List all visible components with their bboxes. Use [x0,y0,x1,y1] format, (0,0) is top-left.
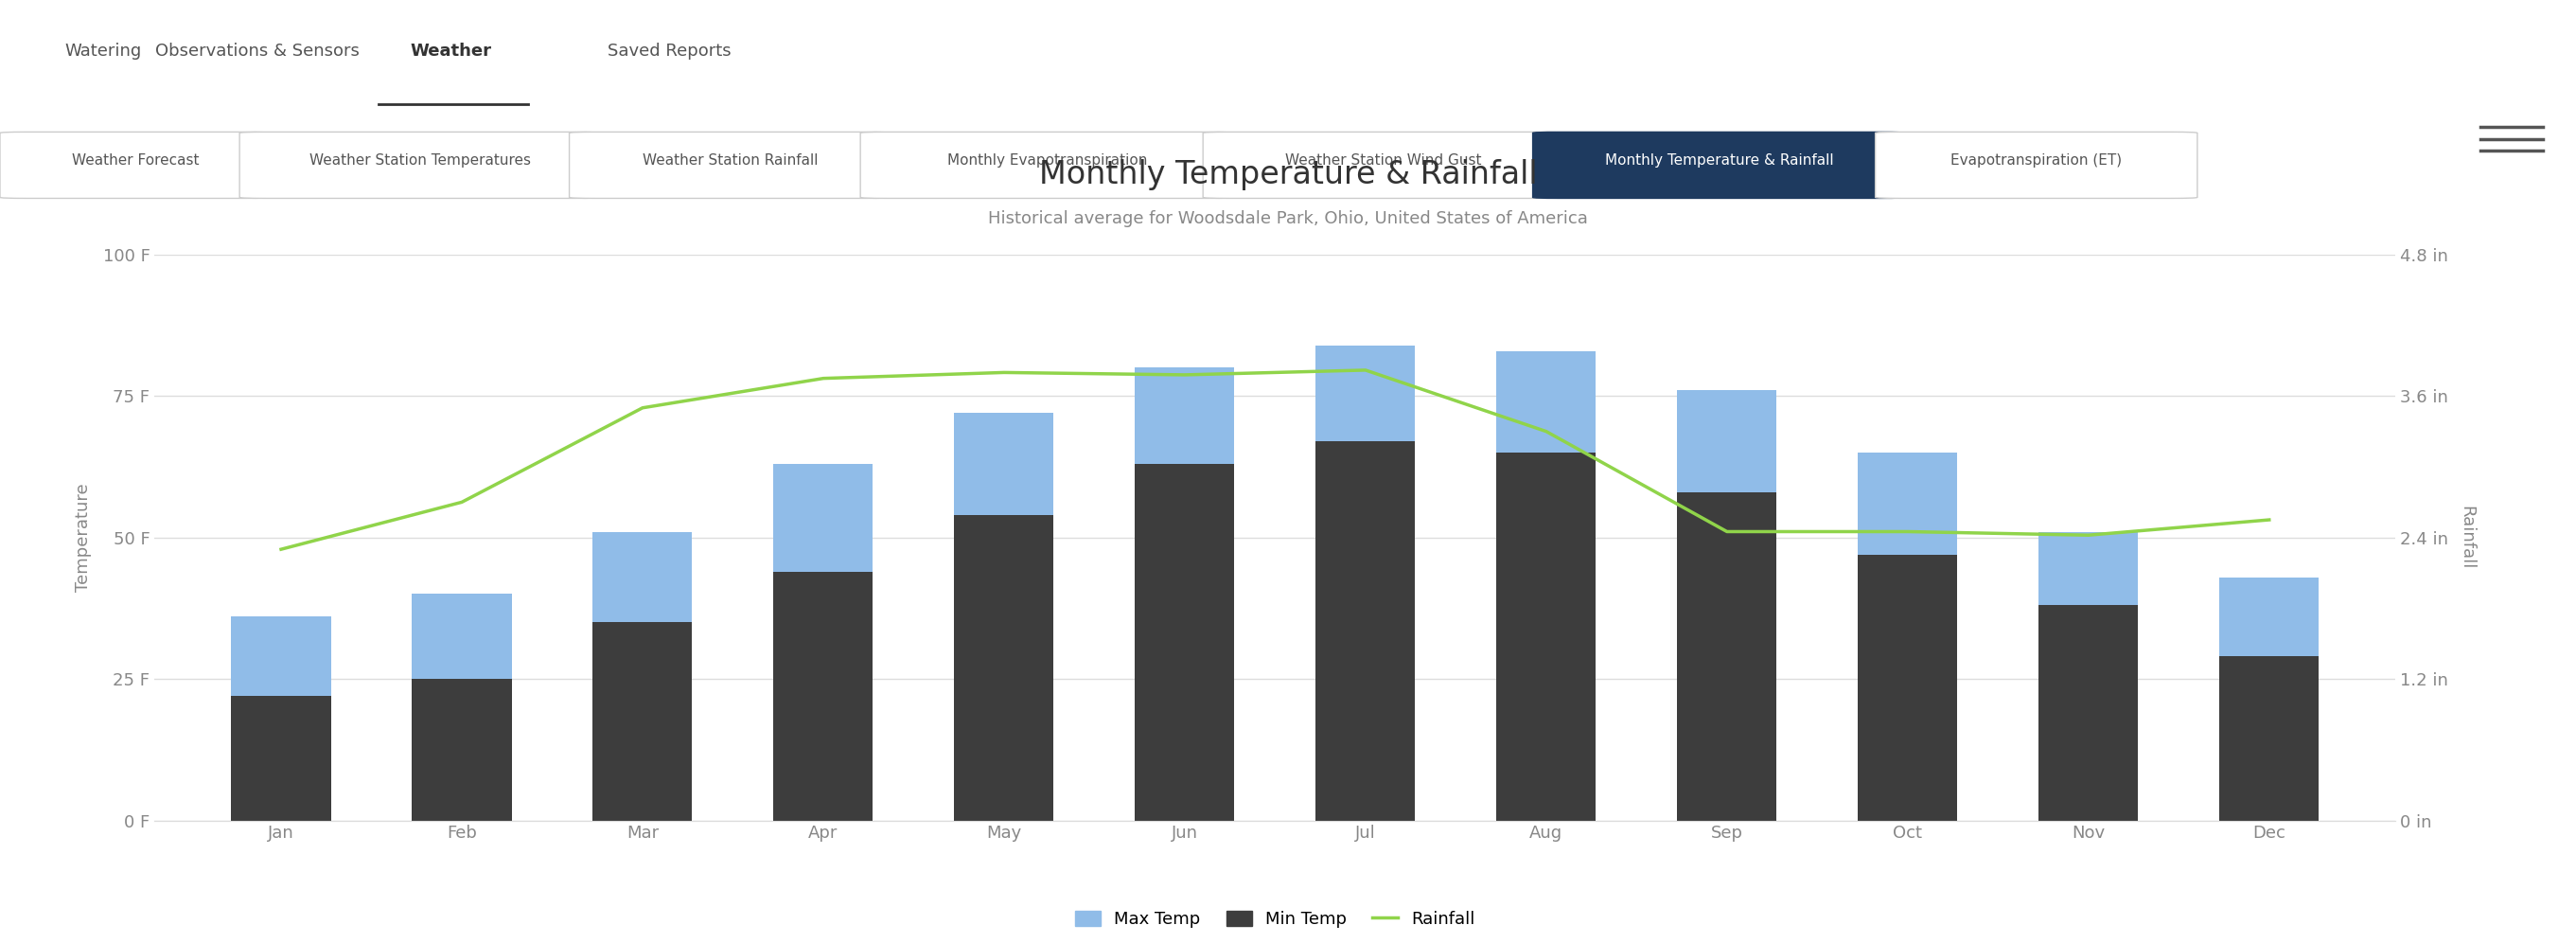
Text: Weather Station Temperatures: Weather Station Temperatures [309,154,531,168]
Bar [773,571,873,820]
Bar [1857,554,1958,820]
Bar [232,617,330,696]
Bar [1677,492,1777,820]
Bar [1316,345,1414,441]
Bar [2038,605,2138,820]
Text: Weather Station Rainfall: Weather Station Rainfall [641,154,819,168]
Text: Weather: Weather [410,42,492,59]
FancyBboxPatch shape [1533,132,1906,198]
Bar [412,679,513,820]
Y-axis label: Rainfall: Rainfall [2458,505,2476,570]
Legend: Max Temp, Min Temp, Rainfall: Max Temp, Min Temp, Rainfall [1066,902,1484,936]
Bar [1136,464,1234,820]
Bar [2038,532,2138,605]
Text: Monthly Temperature & Rainfall: Monthly Temperature & Rainfall [1605,154,1834,168]
Text: Observations & Sensors: Observations & Sensors [155,42,361,59]
Bar [2221,656,2318,820]
Bar [953,413,1054,515]
Bar [232,696,330,820]
FancyBboxPatch shape [860,132,1234,198]
Text: Monthly Evapotranspiration: Monthly Evapotranspiration [948,154,1146,168]
Bar [592,532,693,622]
FancyBboxPatch shape [240,132,600,198]
Bar [1857,453,1958,554]
Bar [1497,453,1597,820]
Bar [773,464,873,571]
Text: Saved Reports: Saved Reports [608,42,732,59]
Text: Weather Forecast: Weather Forecast [72,154,198,168]
FancyBboxPatch shape [569,132,891,198]
Bar [1316,441,1414,820]
Bar [953,515,1054,820]
Bar [592,622,693,820]
Text: Weather Station Wind Gust: Weather Station Wind Gust [1285,154,1481,168]
Text: Watering: Watering [64,42,142,59]
Bar [1136,368,1234,464]
FancyBboxPatch shape [1875,132,2197,198]
Text: Historical average for Woodsdale Park, Ohio, United States of America: Historical average for Woodsdale Park, O… [989,210,1587,227]
Bar [1677,390,1777,492]
Bar [1497,351,1597,453]
Bar [412,594,513,679]
Bar [2221,577,2318,656]
FancyBboxPatch shape [0,132,270,198]
FancyBboxPatch shape [1203,132,1564,198]
Y-axis label: Temperature: Temperature [75,483,93,592]
Text: Evapotranspiration (ET): Evapotranspiration (ET) [1950,154,2123,168]
Text: Monthly Temperature & Rainfall: Monthly Temperature & Rainfall [1038,158,1538,190]
